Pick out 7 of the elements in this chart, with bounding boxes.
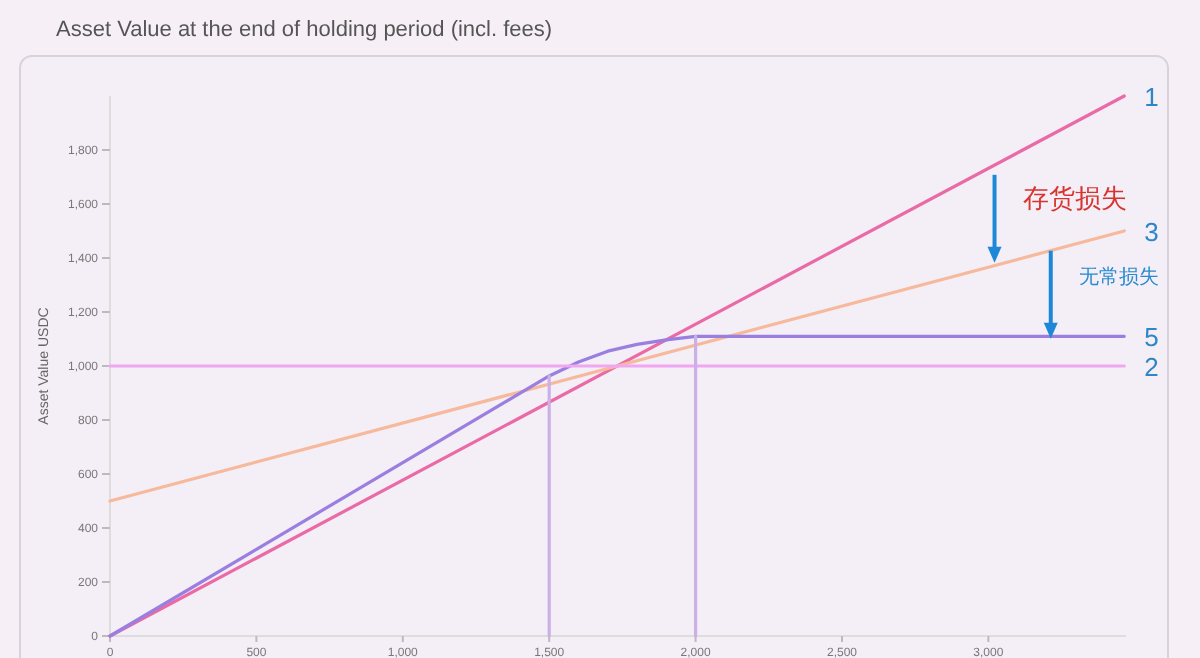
annotation: 无常损失	[1078, 264, 1159, 289]
series-label: 5	[1144, 322, 1159, 353]
series-label: 3	[1144, 217, 1159, 247]
chart-title: Asset Value at the end of holding period (incl. fees)	[56, 18, 553, 42]
annotation: 存货损失	[1022, 182, 1127, 213]
series-label: 2	[1144, 352, 1159, 382]
series-label: 1	[1144, 82, 1159, 112]
